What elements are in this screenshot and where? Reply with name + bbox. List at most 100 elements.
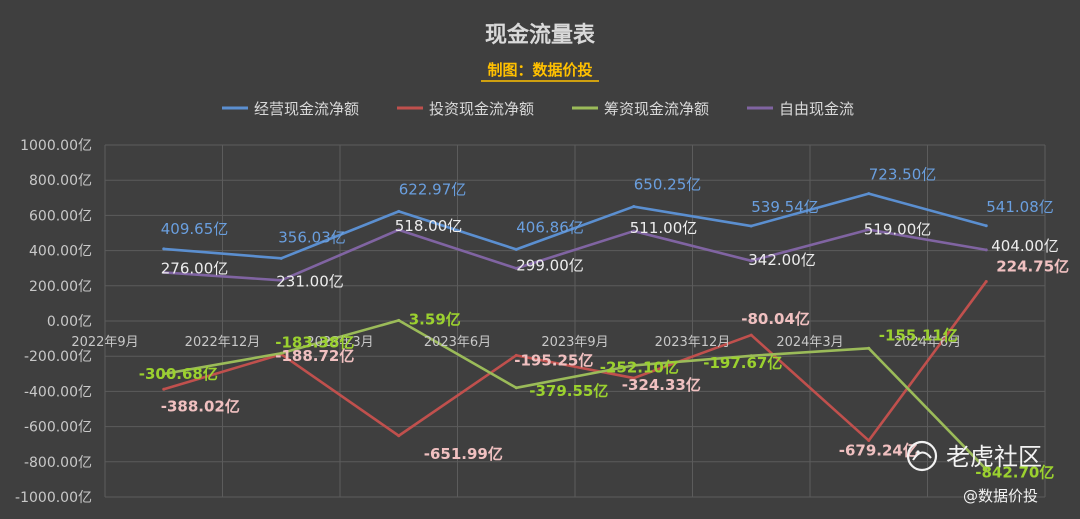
data-label: -80.04亿 [741,310,810,328]
y-tick-label: 0.00亿 [47,314,92,330]
data-point [984,467,988,471]
data-label: -300.68亿 [139,365,218,383]
data-label: -324.33亿 [622,376,701,394]
data-point [514,386,518,390]
data-point [632,205,636,209]
data-label: -197.67亿 [703,354,782,372]
data-label: 519.00亿 [864,221,932,239]
x-axis-ticks: 2022年9月 2022年12月 2023年3月 2023年6月 2023年9月 2023… [71,335,961,350]
y-tick-label: -600.00亿 [24,420,92,436]
data-point [749,354,753,358]
data-point [749,259,753,263]
x-tick-label: 2024年6月 [894,335,961,350]
x-tick-label: 2023年9月 [541,335,608,350]
y-tick-label: 800.00亿 [29,173,92,189]
y-tick-label: 1000.00亿 [20,138,92,154]
data-label: -155.11亿 [879,326,958,344]
data-label: 541.08亿 [986,198,1054,216]
data-label: -679.24亿 [839,442,918,460]
data-label: 723.50亿 [869,166,937,184]
tiger-logo-icon [906,440,938,472]
data-label: -842.70亿 [975,463,1054,481]
data-point [867,192,871,196]
data-point [397,209,401,213]
data-label: -379.55亿 [529,382,608,400]
data-label: 511.00亿 [630,219,698,237]
data-label: -195.25亿 [514,351,593,369]
data-label: 409.65亿 [161,220,229,238]
data-point [397,228,401,232]
watermark-handle: @数据价投 [963,487,1038,505]
x-tick-label: 2023年6月 [424,335,491,350]
data-point [162,247,166,251]
data-point [279,351,283,355]
chart-subtitle: 制图：数据价投 [487,61,592,79]
data-point [397,318,401,322]
legend-label: 筹资现金流净额 [604,100,709,118]
data-labels: 409.65亿 356.03亿 622.97亿 406.86亿 650.25亿 539.5… [139,166,1069,482]
x-tick-label: 2023年3月 [306,335,373,350]
data-label: 3.59亿 [409,310,461,328]
data-point [867,228,871,232]
x-tick-label: 2022年9月 [71,335,138,350]
y-axis-ticks: 1000.00亿 800.00亿 600.00亿 400.00亿 200.00亿 0.00… [15,138,92,506]
data-label: 276.00亿 [161,259,229,277]
series-line [163,280,988,442]
data-label: 231.00亿 [276,272,344,290]
y-tick-label: -1000.00亿 [15,490,92,506]
y-tick-label: -200.00亿 [24,349,92,365]
legend-label: 投资现金流净额 [429,100,534,118]
data-point [514,353,518,357]
data-point [984,279,988,283]
y-tick-label: -800.00亿 [24,455,92,471]
data-point [867,346,871,350]
data-point [162,270,166,274]
y-tick-label: 200.00亿 [29,279,92,295]
data-label: -188.72亿 [275,347,354,365]
data-point [397,434,401,438]
series-line [163,192,987,260]
data-label: 518.00亿 [395,217,463,235]
series-line [163,319,988,471]
data-label: 406.86亿 [516,218,584,236]
data-label: -183.38亿 [275,333,354,351]
data-label: -388.02亿 [161,397,240,415]
data-point [984,224,988,228]
data-point [749,224,753,228]
data-point [749,333,753,337]
data-point [632,229,636,233]
data-point [162,387,166,391]
data-label: 342.00亿 [748,251,816,269]
data-point [632,376,636,380]
data-label: 224.75亿 [996,257,1069,275]
y-tick-label: 400.00亿 [29,244,92,260]
x-tick-label: 2023年12月 [655,335,731,350]
data-label: 650.25亿 [634,176,702,194]
series-line [163,228,987,282]
data-point [279,278,283,282]
watermark: 老虎社区 @数据价投 [906,440,1042,505]
watermark-brand: 老虎社区 [946,443,1042,471]
data-label: 539.54亿 [751,198,819,216]
data-point [514,247,518,251]
legend-label: 自由现金流 [779,100,854,118]
y-tick-label: 600.00亿 [29,208,92,224]
data-label: 404.00亿 [991,237,1059,255]
data-label: 356.03亿 [278,228,346,246]
data-point [514,266,518,270]
x-tick-label: 2024年3月 [776,335,843,350]
data-label: -252.10亿 [600,358,679,376]
data-point [867,439,871,443]
y-tick-label: -400.00亿 [24,384,92,400]
data-point [279,256,283,260]
data-point [632,363,636,367]
data-label: -651.99亿 [424,445,503,463]
legend-label: 经营现金流净额 [254,100,359,118]
data-point [984,248,988,252]
series-lines [162,192,988,471]
chart-title: 现金流量表 [485,22,596,48]
data-label: 622.97亿 [399,180,467,198]
data-label: 299.00亿 [516,256,584,274]
